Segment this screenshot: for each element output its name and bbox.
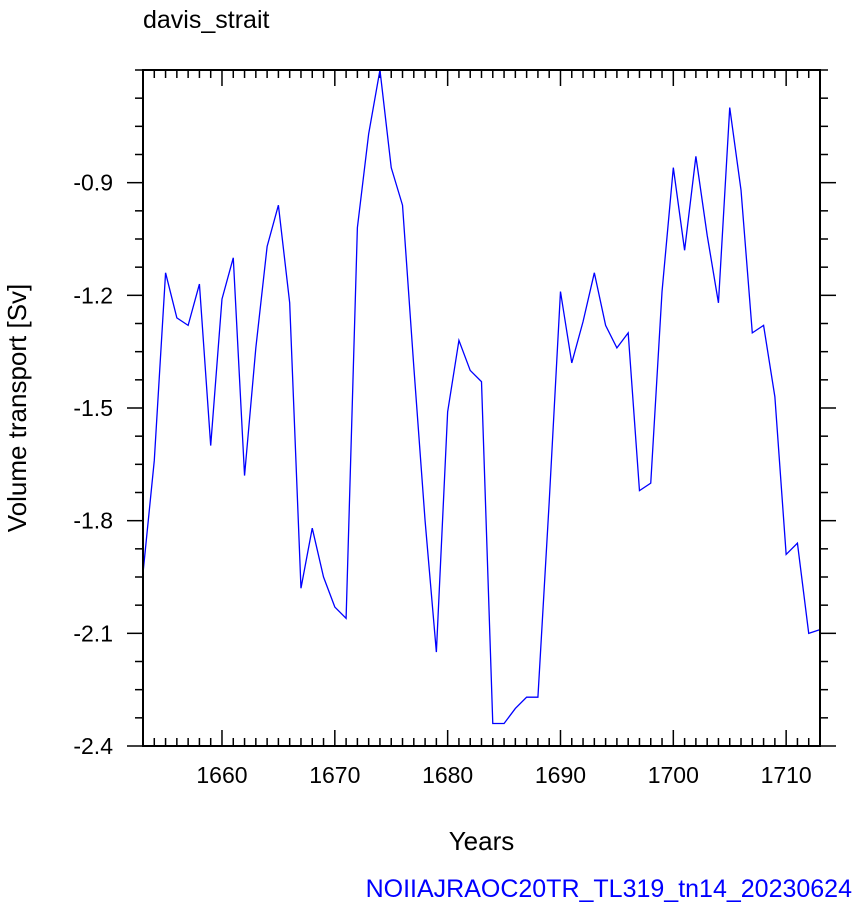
x-tick-label: 1690 [535,762,586,788]
y-axis-label: Volume transport [Sv] [2,284,32,533]
y-tick-labels: -2.4 -2.1 -1.8 -1.5 -1.2 -0.9 [73,170,113,759]
x-tick-label: 1700 [648,762,699,788]
footer-run-id: NOIIAJRAOC20TR_TL319_tn14_20230624 [366,875,853,903]
y-tick-label: -1.5 [73,395,113,421]
x-axis-label: Years [449,826,515,856]
x-tick-label: 1660 [196,762,247,788]
y-ticks [127,69,836,747]
y-tick-label: -1.8 [73,508,113,534]
y-tick-label: -0.9 [73,170,113,196]
x-tick-label: 1680 [422,762,473,788]
x-ticks [142,70,821,746]
y-tick-label: -2.4 [73,733,113,759]
x-tick-labels: 1660 1670 1680 1690 1700 1710 [196,762,811,788]
series-line [142,69,821,725]
x-tick-label: 1710 [761,762,812,788]
plot-frame [142,69,821,747]
x-tick-label: 1670 [309,762,360,788]
y-tick-label: -2.1 [73,620,113,646]
y-tick-label: -1.2 [73,282,113,308]
chart-title: davis_strait [143,6,269,34]
